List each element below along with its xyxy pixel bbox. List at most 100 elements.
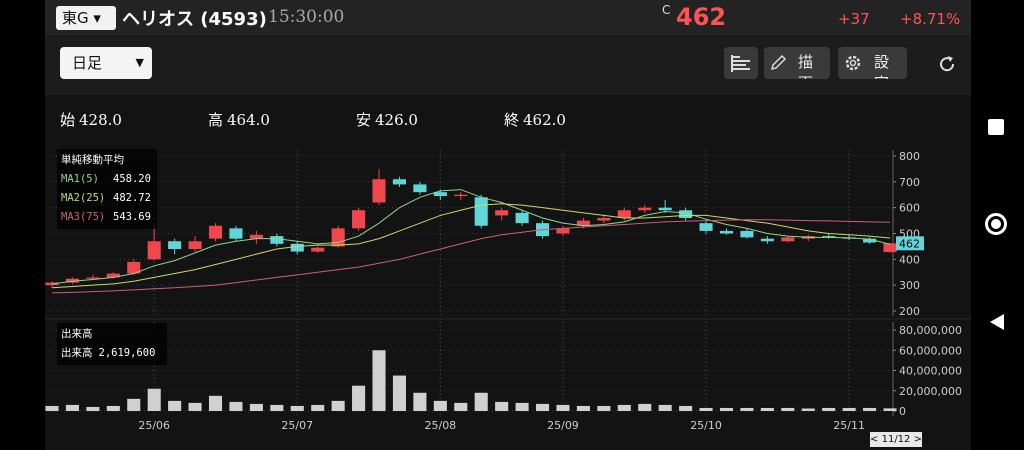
x-tick-label: 25/09 bbox=[547, 419, 579, 432]
y-tick-label: 40,000,000 bbox=[899, 365, 962, 378]
candle-body bbox=[229, 228, 243, 239]
volume-bar bbox=[331, 400, 345, 411]
volume-bar bbox=[781, 407, 795, 411]
candle-body bbox=[106, 273, 120, 278]
legend-value: 458.20 bbox=[113, 173, 151, 185]
candle-body bbox=[270, 236, 284, 244]
legend-value: 543.69 bbox=[113, 211, 151, 223]
recents-button[interactable] bbox=[988, 119, 1004, 135]
settings-button[interactable]: 設定 bbox=[838, 47, 907, 79]
ohlc-label: 高 bbox=[208, 111, 224, 129]
change-pct: +8.71% bbox=[900, 10, 961, 28]
volume-bar bbox=[740, 407, 754, 411]
price-tag-bg bbox=[896, 236, 924, 251]
candle-body bbox=[474, 197, 488, 226]
candle-body bbox=[208, 225, 223, 239]
candle-body bbox=[392, 179, 407, 185]
refresh-icon[interactable] bbox=[936, 53, 958, 75]
candle-body bbox=[86, 277, 100, 279]
ohlc-value: 428.0 bbox=[79, 111, 122, 129]
legend-value: 2,619,600 bbox=[98, 347, 156, 359]
legend-row: MA3(75) 543.69 bbox=[61, 208, 153, 227]
volume-bar bbox=[576, 405, 590, 411]
volume-bar bbox=[311, 404, 325, 411]
candle-body bbox=[249, 234, 263, 239]
period-select[interactable]: 日足 ▼ bbox=[60, 47, 152, 79]
candle-body bbox=[822, 236, 836, 238]
price-tag: 462 bbox=[899, 237, 920, 250]
back-button[interactable] bbox=[987, 312, 1007, 332]
ohlc-value: 462.0 bbox=[523, 111, 566, 129]
y-tick-label: 20,000,000 bbox=[899, 385, 962, 398]
ma-line bbox=[51, 203, 891, 289]
volume-bar bbox=[433, 400, 447, 411]
time: 15:30:00 bbox=[268, 7, 345, 27]
legend-title-row: 単純移動平均 bbox=[61, 151, 153, 170]
candle-body bbox=[290, 243, 304, 252]
volume-bar bbox=[392, 375, 407, 411]
ohlc-label: 終 bbox=[504, 111, 520, 129]
candle-body bbox=[679, 210, 693, 218]
volume-bar bbox=[515, 402, 529, 411]
ma-line bbox=[51, 219, 891, 294]
system-nav bbox=[975, 0, 1024, 450]
candle-body bbox=[883, 243, 897, 253]
ohlc-item: 始 428.0 bbox=[60, 109, 208, 130]
ohlc-label: 安 bbox=[356, 111, 372, 129]
volume-bar bbox=[822, 407, 836, 411]
volume-bar bbox=[208, 395, 223, 411]
candle-body bbox=[576, 220, 590, 226]
volume-bar bbox=[597, 405, 611, 411]
volume-bar bbox=[495, 401, 509, 411]
candle-body bbox=[168, 241, 182, 249]
indicator-button[interactable] bbox=[724, 47, 758, 79]
market-select[interactable]: 東G ▾ bbox=[56, 6, 116, 30]
candle-body bbox=[556, 228, 570, 234]
y-tick-label: 80,000,000 bbox=[899, 324, 962, 337]
candle-body bbox=[760, 238, 774, 242]
candle-body bbox=[331, 228, 345, 247]
x-tick-label: 25/11 bbox=[833, 419, 865, 432]
draw-button[interactable]: 描画 bbox=[764, 47, 830, 79]
volume-bar bbox=[556, 404, 570, 411]
candle-body bbox=[617, 210, 631, 218]
home-button[interactable] bbox=[985, 213, 1007, 235]
candle-body bbox=[781, 237, 795, 242]
volume-bar bbox=[617, 404, 631, 411]
candle-body bbox=[413, 184, 427, 193]
volume-bar bbox=[863, 407, 877, 411]
date-nav[interactable]: < 11/12 > bbox=[870, 432, 922, 447]
legend-title: 単純移動平均 bbox=[61, 154, 124, 166]
legend-row: MA1(5) 458.20 bbox=[61, 170, 153, 189]
legend-name: MA1(5) bbox=[61, 173, 99, 185]
legend-name: MA3(75) bbox=[61, 211, 106, 223]
list-icon bbox=[731, 55, 750, 72]
x-tick-label: 25/07 bbox=[281, 419, 313, 432]
candle-body bbox=[433, 192, 447, 197]
x-tick-label: 25/10 bbox=[690, 419, 722, 432]
period: 日足 bbox=[72, 54, 103, 72]
candle-body bbox=[740, 230, 754, 238]
legend-name: 出来高 bbox=[61, 347, 93, 359]
candle-body bbox=[454, 194, 468, 197]
volume-legend: 出来高 出来高 2,619,600 bbox=[57, 323, 167, 365]
change: +37 bbox=[838, 10, 870, 28]
candle-body bbox=[658, 207, 672, 211]
y-tick-label: 0 bbox=[899, 405, 906, 418]
volume-bar bbox=[372, 350, 386, 411]
candle-body bbox=[147, 241, 161, 260]
ohlc-value: 426.0 bbox=[375, 111, 418, 129]
volume-bar bbox=[719, 407, 734, 411]
volume-bar bbox=[535, 403, 550, 411]
market: 東G bbox=[62, 9, 89, 27]
volume-bar bbox=[760, 407, 774, 411]
volume-bar bbox=[168, 400, 182, 411]
volume-bar bbox=[229, 401, 243, 411]
header-bar bbox=[45, 0, 971, 35]
y-tick-label: 700 bbox=[899, 176, 920, 189]
y-tick-label: 400 bbox=[899, 253, 920, 266]
gear-icon bbox=[845, 55, 861, 71]
volume-bar bbox=[454, 402, 468, 411]
ohlc-item: 終 462.0 bbox=[504, 109, 652, 130]
